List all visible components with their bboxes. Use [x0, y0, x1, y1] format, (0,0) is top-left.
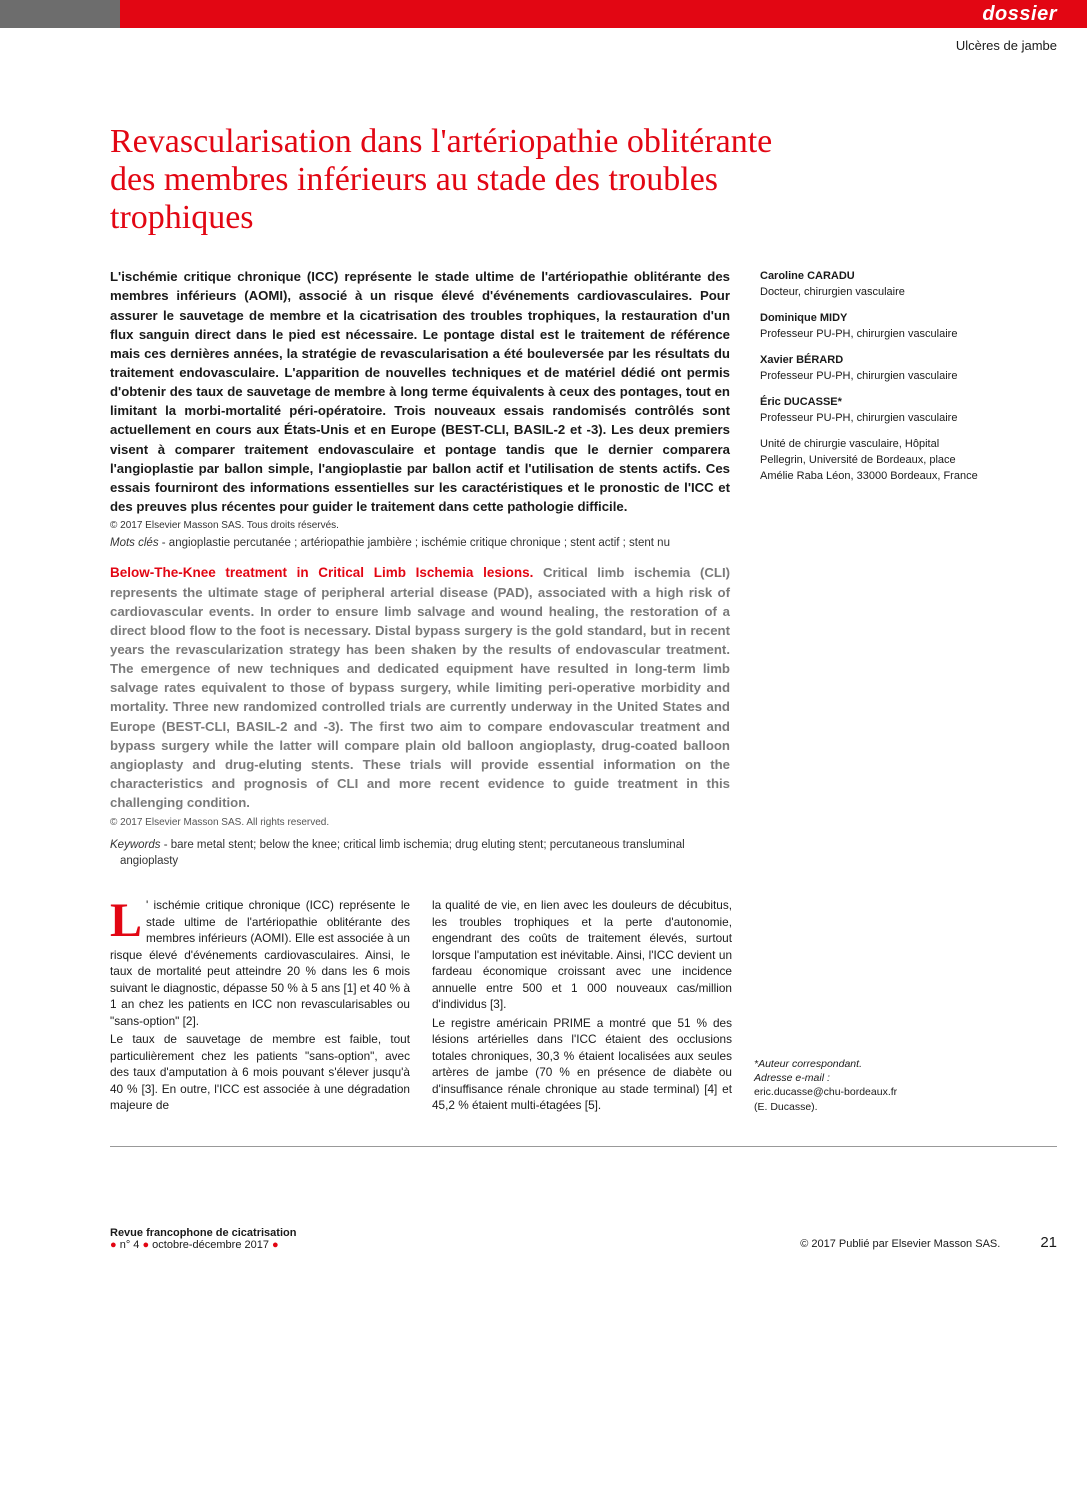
footer-right: © 2017 Publié par Elsevier Masson SAS. 2… [800, 1234, 1057, 1251]
bullet-icon: ● [110, 1239, 117, 1251]
body-column-1: L ' ischémie critique chronique (ICC) re… [110, 897, 410, 1116]
subcategory-label: Ulcères de jambe [0, 28, 1087, 53]
footer-rule [110, 1146, 1057, 1147]
correspond-label: *Auteur correspondant. [754, 1058, 862, 1070]
issue-number: n° 4 [117, 1239, 143, 1251]
corresponding-author: *Auteur correspondant. Adresse e-mail : … [754, 1057, 1047, 1116]
keywords-en: Keywords - bare metal stent; below the k… [110, 837, 730, 869]
keywords-fr: Mots clés - angioplastie percutanée ; ar… [110, 537, 730, 549]
author-role: Professeur PU-PH, chirurgien vasculaire [760, 369, 1047, 385]
abstract-en-body: Critical limb ischemia (CLI) represents … [110, 565, 730, 810]
author-name: Dominique MIDY [760, 311, 1047, 327]
author-role: Professeur PU-PH, chirurgien vasculaire [760, 411, 1047, 427]
keywords-fr-label: Mots clés [110, 537, 159, 549]
body-column-2: la qualité de vie, en lien avec les doul… [432, 897, 732, 1116]
author-name: Xavier BÉRARD [760, 353, 1047, 369]
correspond-person: (E. Ducasse). [754, 1101, 818, 1113]
category-label: dossier [982, 3, 1057, 26]
author-role: Professeur PU-PH, chirurgien vasculaire [760, 327, 1047, 343]
body-col2-p1: la qualité de vie, en lien avec les doul… [432, 897, 732, 1013]
abstracts-column: L'ischémie critique chronique (ICC) repr… [110, 267, 730, 869]
body-col1-p2: Le taux de sauvetage de membre est faibl… [110, 1031, 410, 1114]
issue-info: ● n° 4 ● octobre-décembre 2017 ● [110, 1239, 296, 1251]
author-name: Éric DUCASSE* [760, 395, 1047, 411]
authors-block: Caroline CARADU Docteur, chirurgien vasc… [760, 267, 1047, 869]
correspond-email-label: Adresse e-mail : [754, 1072, 830, 1084]
abstract-fr: L'ischémie critique chronique (ICC) repr… [110, 267, 730, 516]
header-bar: dossier [0, 0, 1087, 28]
affiliation: Unité de chirurgie vasculaire, Hôpital P… [760, 437, 1047, 485]
abstract-author-grid: L'ischémie critique chronique (ICC) repr… [110, 267, 1047, 869]
article-title: Revascularisation dans l'artériopathie o… [110, 123, 810, 237]
keywords-fr-text: - angioplastie percutanée ; artériopathi… [159, 537, 670, 549]
keywords-en-text: - bare metal stent; below the knee; crit… [120, 839, 685, 867]
publisher-note: © 2017 Publié par Elsevier Masson SAS. [800, 1238, 1000, 1250]
page-content: Revascularisation dans l'artériopathie o… [0, 53, 1087, 1146]
body-columns: L ' ischémie critique chronique (ICC) re… [110, 897, 1047, 1116]
copyright-en: © 2017 Elsevier Masson SAS. All rights r… [110, 816, 730, 831]
bullet-icon: ● [272, 1239, 279, 1251]
body-col1-p1: ' ischémie critique chronique (ICC) repr… [110, 898, 410, 1028]
issue-date: octobre-décembre 2017 [149, 1239, 272, 1251]
correspond-email: eric.ducasse@chu-bordeaux.fr [754, 1086, 897, 1098]
copyright-fr: © 2017 Elsevier Masson SAS. Tous droits … [110, 520, 730, 531]
journal-name: Revue francophone de cicatrisation [110, 1227, 296, 1239]
body-col2-p2: Le registre américain PRIME a montré que… [432, 1015, 732, 1114]
author-role: Docteur, chirurgien vasculaire [760, 285, 1047, 301]
dropcap: L [110, 897, 146, 942]
abstract-en-title: Below-The-Knee treatment in Critical Lim… [110, 565, 533, 580]
footer-left: Revue francophone de cicatrisation ● n° … [110, 1227, 296, 1251]
page-footer: Revue francophone de cicatrisation ● n° … [0, 1227, 1087, 1271]
page-number: 21 [1040, 1234, 1057, 1251]
keywords-en-label: Keywords [110, 839, 161, 851]
abstract-en: Below-The-Knee treatment in Critical Lim… [110, 563, 730, 831]
author-name: Caroline CARADU [760, 269, 1047, 285]
